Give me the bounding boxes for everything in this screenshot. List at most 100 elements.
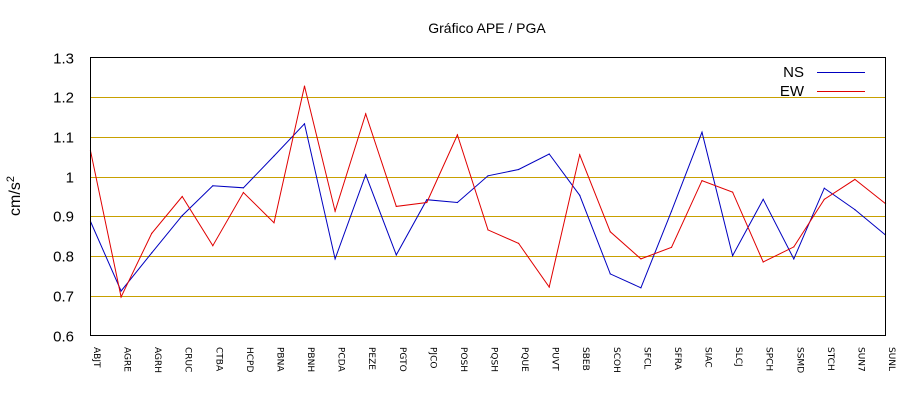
data-point-ns (487, 175, 489, 177)
x-tick-label: PBNA (274, 347, 284, 372)
legend-label-ns: NS (783, 64, 804, 81)
data-point-ew (365, 113, 367, 115)
data-point-ew (334, 210, 336, 212)
data-point-ns (273, 155, 275, 157)
x-axis: ABJT AGRE AGRH CRUC CTBA HCPD PBNA PBNH PCDA PEZE… (91, 347, 896, 373)
x-tick-label: AGRH (152, 347, 162, 373)
data-point-ew (181, 195, 183, 198)
plot-frame (90, 57, 886, 336)
data-point-ew (120, 296, 122, 298)
data-point-ns (701, 131, 703, 133)
data-point-ns (732, 255, 734, 257)
y-tick-label: 1.1 (53, 130, 74, 147)
data-point-ns (609, 273, 611, 275)
x-tick-label: SLCJ (733, 347, 743, 367)
data-point-ew (854, 178, 856, 180)
x-tick-label: POSH (458, 347, 468, 372)
x-tick-label: SCOH (611, 347, 621, 373)
data-point-ew (701, 180, 703, 182)
gridlines (90, 97, 886, 297)
x-tick-label: SIAC (703, 347, 713, 368)
data-point-ew (242, 191, 244, 194)
data-point-ns (212, 185, 214, 187)
data-point-ns (334, 258, 336, 260)
data-point-ns (518, 168, 520, 171)
x-tick-label: PEZE (366, 347, 376, 370)
x-tick-label: SFRA (672, 347, 682, 371)
data-point-ns (640, 287, 642, 289)
y-tick-label: 1.2 (53, 90, 74, 107)
x-tick-label: CTBA (213, 347, 223, 372)
x-tick-label: AGRE (122, 347, 132, 372)
data-point-ns (395, 254, 397, 256)
series-line-ns (90, 122, 886, 292)
series-lines (89, 85, 887, 299)
legend: NS EW (780, 64, 865, 100)
data-point-ns (670, 210, 673, 212)
data-point-ew (212, 245, 214, 247)
y-tick-label: 0.7 (53, 289, 74, 306)
data-point-ns (181, 215, 183, 217)
data-point-ns (793, 258, 795, 260)
y-axis: 0.6 0.7 0.8 0.9 1 1.1 1.2 1.3 (53, 51, 74, 346)
data-point-ns (151, 252, 153, 254)
data-point-ew (640, 258, 642, 260)
data-point-ew (609, 231, 611, 233)
data-point-ns (854, 209, 856, 211)
series-line-ew (90, 85, 886, 299)
data-point-ew (518, 242, 520, 244)
y-tick-label: 0.9 (53, 209, 74, 226)
data-point-ew (732, 191, 734, 193)
x-tick-label: PJCO (427, 347, 437, 368)
x-tick-label: SSMD (794, 347, 804, 373)
data-point-ew (456, 134, 458, 136)
data-point-ew (579, 154, 581, 156)
x-tick-label: CRUC (183, 347, 193, 372)
y-tick-label: 1 (66, 170, 74, 187)
data-point-ns (303, 123, 306, 125)
x-tick-label: SFCL (641, 347, 651, 369)
data-point-ew (273, 222, 275, 224)
data-point-ew (426, 201, 428, 204)
data-point-ew (823, 198, 825, 200)
x-tick-label: SPCH (764, 347, 774, 371)
x-tick-label: PBNH (305, 347, 315, 372)
data-point-ns (579, 194, 581, 196)
data-point-ew (548, 286, 550, 288)
x-tick-label: ABJT (91, 347, 101, 368)
x-tick-label: PQSH (489, 347, 499, 372)
y-tick-label: 0.6 (53, 329, 74, 346)
y-tick-label: 1.3 (53, 51, 74, 68)
data-point-ew (151, 232, 153, 234)
y-axis-label-exponent: 2 (5, 176, 17, 182)
x-tick-label: HCPD (244, 347, 254, 372)
data-point-ns (548, 153, 550, 155)
data-point-ew (487, 229, 489, 231)
data-point-ns (823, 187, 825, 189)
x-tick-label: SBEB (580, 347, 590, 371)
data-point-ns (365, 174, 367, 176)
data-point-ew (670, 246, 673, 248)
x-tick-label: SUN7 (855, 347, 865, 372)
y-axis-label-unit: cm/s (7, 182, 24, 216)
x-tick-label: SUNL (886, 347, 896, 371)
data-point-ew (303, 85, 306, 87)
data-point-ew (793, 246, 795, 248)
data-point-ns (426, 199, 428, 201)
data-point-ew (395, 205, 397, 207)
data-point-ns (456, 201, 458, 204)
x-tick-label: STCH (825, 347, 835, 371)
x-tick-label: PQUE (519, 347, 529, 372)
y-axis-label: cm/s2 (5, 176, 24, 216)
legend-label-ew: EW (780, 83, 805, 100)
x-tick-label: PCDA (336, 347, 346, 372)
x-tick-label: PGTO (397, 347, 407, 372)
data-point-ns (242, 187, 244, 189)
x-tick-label: PUVT (550, 347, 560, 371)
data-point-ns (120, 290, 122, 292)
data-point-ew (762, 261, 764, 263)
data-point-ns (762, 198, 764, 200)
chart-title: Gráfico APE / PGA (428, 20, 546, 36)
y-tick-label: 0.8 (53, 249, 74, 266)
